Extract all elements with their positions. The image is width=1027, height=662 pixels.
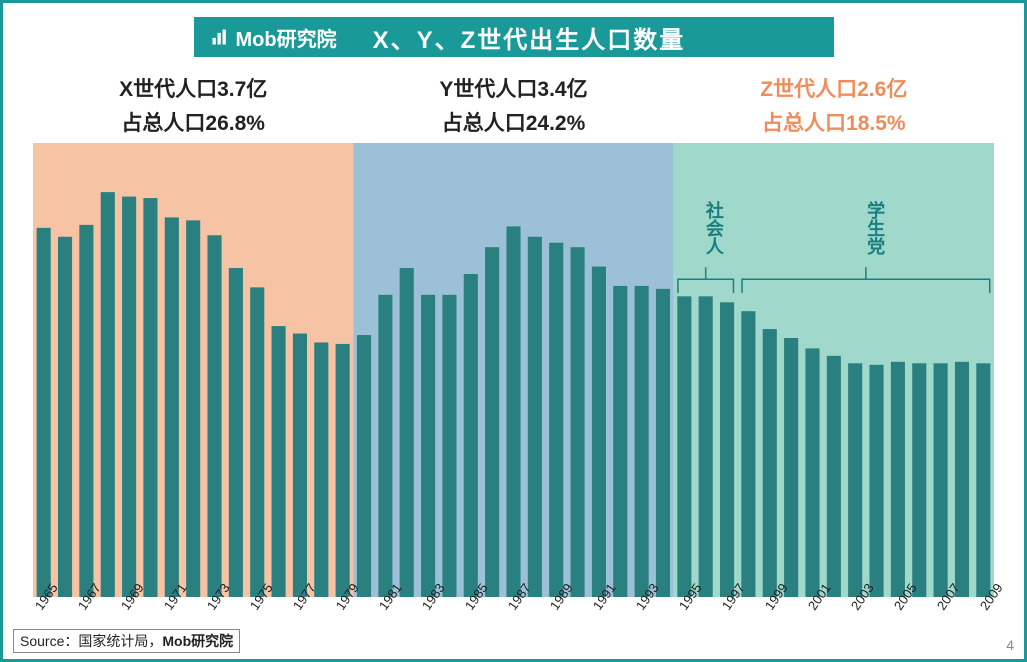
bar-2007: [934, 363, 948, 597]
bar-1980: [357, 335, 371, 597]
bar-1992: [613, 286, 627, 597]
source-prefix: Source：: [20, 633, 78, 649]
summary-z: Z世代人口2.6亿 占总人口18.5%: [674, 73, 994, 137]
summary-row: X世代人口3.7亿 占总人口26.8% Y世代人口3.4亿 占总人口24.2% …: [33, 73, 994, 137]
page-number: 4: [1006, 637, 1014, 653]
bar-chart: [33, 143, 994, 597]
bar-1985: [464, 274, 478, 597]
bar-1994: [656, 289, 670, 597]
bar-1996: [699, 296, 713, 597]
bar-1969: [122, 197, 136, 597]
bar-2003: [848, 363, 862, 597]
bar-2008: [955, 362, 969, 597]
bar-1973: [207, 235, 221, 597]
summary-y: Y世代人口3.4亿 占总人口24.2%: [353, 73, 673, 137]
bar-2001: [805, 348, 819, 597]
bar-1971: [165, 217, 179, 597]
bar-1998: [741, 311, 755, 597]
bar-1991: [592, 267, 606, 597]
summary-y-pct: 占总人口24.2%: [353, 107, 673, 137]
bar-1997: [720, 302, 734, 597]
bar-1990: [571, 247, 585, 597]
bar-2000: [784, 338, 798, 597]
anno-social: 社会人: [701, 201, 727, 255]
bar-1965: [37, 228, 51, 597]
bar-2002: [827, 356, 841, 597]
logo-text: Mob研究院: [236, 23, 337, 52]
bar-1976: [272, 326, 286, 597]
bar-1966: [58, 237, 72, 597]
bar-1986: [485, 247, 499, 597]
anno-student: 学生党: [862, 201, 888, 255]
chart-area: [33, 143, 994, 597]
bar-1975: [250, 287, 264, 597]
bar-2004: [869, 365, 883, 597]
summary-y-pop: Y世代人口3.4亿: [353, 73, 673, 103]
source-citation: Source：国家统计局，Mob研究院: [13, 629, 240, 653]
summary-x: X世代人口3.7亿 占总人口26.8%: [33, 73, 353, 137]
bar-1984: [442, 295, 456, 597]
bar-2009: [976, 363, 990, 597]
bar-1987: [506, 226, 520, 597]
bar-1989: [549, 243, 563, 597]
bar-1978: [314, 342, 328, 597]
source-text: 国家统计局，Mob研究院: [78, 633, 233, 649]
bar-1972: [186, 220, 200, 597]
bar-2005: [891, 362, 905, 597]
summary-x-pop: X世代人口3.7亿: [33, 73, 353, 103]
chart-title: X、Y、Z世代出生人口数量: [373, 20, 686, 55]
brand-logo: Mob研究院: [210, 23, 337, 52]
title-band: Mob研究院 X、Y、Z世代出生人口数量: [194, 17, 834, 57]
bar-1968: [101, 192, 115, 597]
bar-1982: [400, 268, 414, 597]
bar-1979: [336, 344, 350, 597]
bar-1981: [378, 295, 392, 597]
bar-1977: [293, 334, 307, 597]
slide-frame: Mob研究院 X、Y、Z世代出生人口数量 X世代人口3.7亿 占总人口26.8%…: [0, 0, 1027, 662]
bar-1970: [143, 198, 157, 597]
building-icon: [210, 27, 230, 47]
bar-1974: [229, 268, 243, 597]
bar-1995: [677, 296, 691, 597]
summary-x-pct: 占总人口26.8%: [33, 107, 353, 137]
bar-1967: [79, 225, 93, 597]
summary-z-pct: 占总人口18.5%: [674, 107, 994, 137]
bar-1999: [763, 329, 777, 597]
bar-2006: [912, 363, 926, 597]
bar-1988: [528, 237, 542, 597]
summary-z-pop: Z世代人口2.6亿: [674, 73, 994, 103]
bar-1983: [421, 295, 435, 597]
bar-1993: [635, 286, 649, 597]
